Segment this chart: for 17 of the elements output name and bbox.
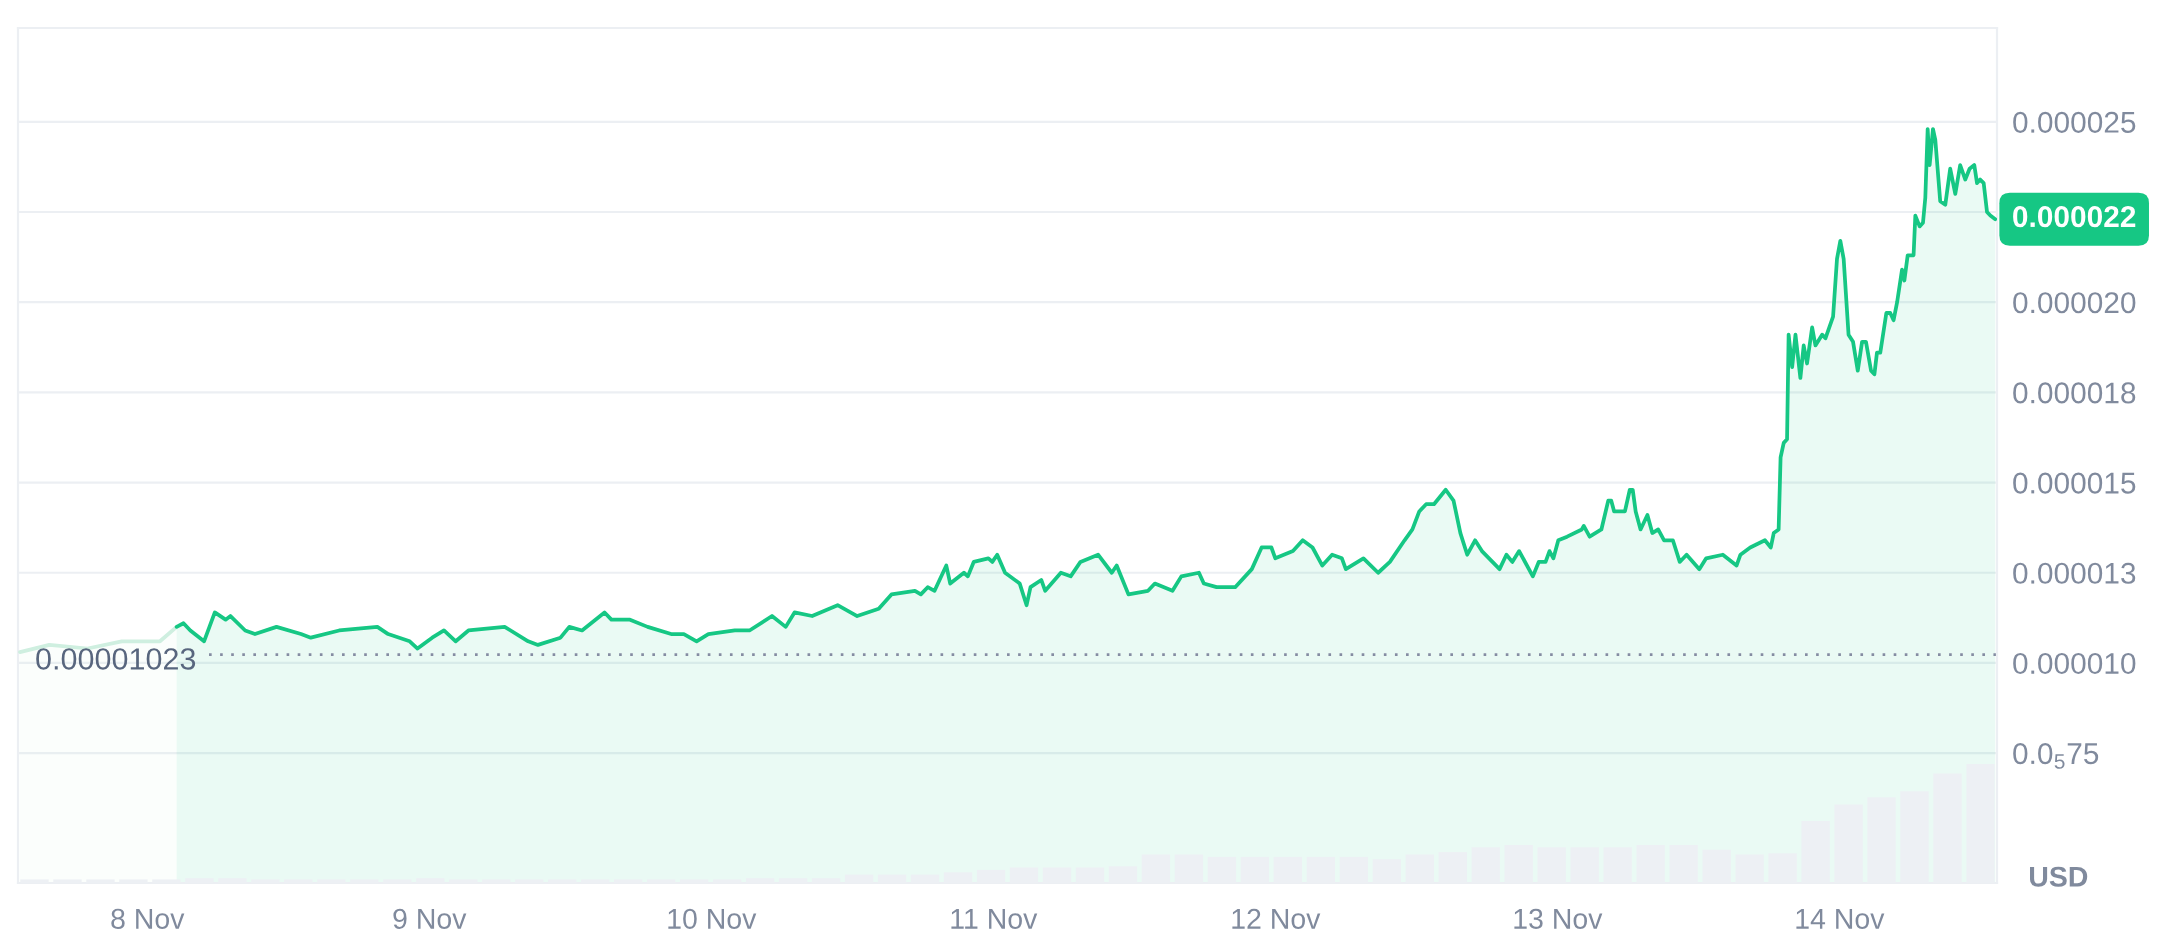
- x-tick-label: 8 Nov: [111, 908, 185, 929]
- y-tick-label: 0.000018: [2013, 382, 2136, 404]
- y-tick-label: 0.000015: [2013, 472, 2136, 494]
- x-tick-label: 9 Nov: [393, 908, 467, 929]
- x-tick-label: 12 Nov: [1232, 908, 1321, 929]
- y-tick-label: 0.000020: [2013, 292, 2136, 314]
- ref-line-label: 0.00001023: [36, 648, 196, 670]
- y-tick-label: 0.000013: [2013, 562, 2136, 584]
- x-tick-label: 14 Nov: [1796, 909, 1885, 929]
- y-axis-title: USD: [2030, 866, 2088, 887]
- y-tick-label: 0.0$_{5}$75: [2013, 743, 2099, 769]
- annotation: 0.000022: [2013, 206, 2136, 228]
- x-tick-label: 13 Nov: [1514, 908, 1603, 929]
- y-tick-label: 0.000010: [2013, 652, 2136, 675]
- x-tick-label: 11 Nov: [951, 909, 1038, 929]
- x-tick-label: 10 Nov: [668, 908, 757, 929]
- y-tick-label: 0.000025: [2013, 111, 2136, 133]
